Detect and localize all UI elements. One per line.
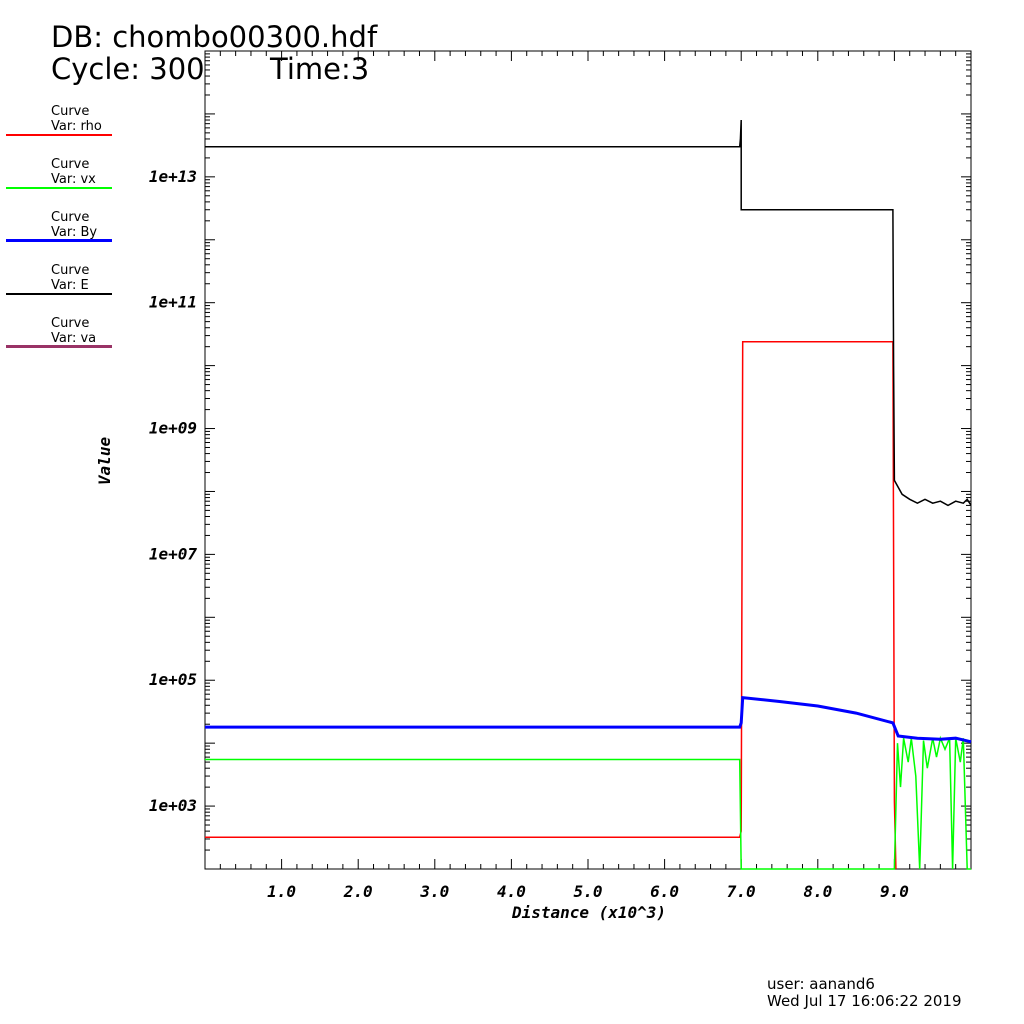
y-tick-label: 1e+07 [149, 544, 198, 563]
y-tick-label: 1e+11 [149, 293, 197, 312]
plot-frame [204, 50, 972, 870]
series-line-by [205, 695, 972, 744]
x-tick-label: 4.0 [497, 882, 526, 901]
time-label: Time:3 [270, 52, 370, 86]
legend-swatch [6, 345, 112, 348]
legend-var-label: Var: E [51, 278, 89, 293]
legend-curve-title: Curve [51, 263, 90, 278]
legend-var-label: Var: va [51, 331, 97, 346]
legend-var-label: Var: vx [51, 172, 96, 187]
y-tick-label: 1e+03 [149, 796, 197, 815]
x-tick-label: 9.0 [880, 882, 909, 901]
x-axis: 1.0 2.0 3.0 4.0 5.0 6.0 7.0 8.0 9.0 [204, 51, 972, 901]
x-tick-label: 8.0 [803, 882, 832, 901]
footer-user: user: aanand6 [767, 975, 875, 993]
legend-swatch [6, 293, 112, 295]
db-title: DB: chombo00300.hdf [51, 20, 378, 54]
x-tick-label: 6.0 [650, 882, 679, 901]
x-tick-label: 2.0 [343, 882, 373, 901]
legend-swatch [6, 239, 112, 242]
x-axis-label: Distance (x10^3) [511, 903, 666, 922]
x-tick-label: 3.0 [419, 882, 449, 901]
legend-curve-title: Curve [51, 157, 90, 172]
footer-date: Wed Jul 17 16:06:22 2019 [767, 992, 962, 1010]
legend-var-label: Var: By [51, 225, 98, 240]
curves [205, 119, 972, 870]
series-line-rho [205, 340, 897, 870]
x-tick-label: 1.0 [267, 882, 296, 901]
x-tick-label: 7.0 [727, 882, 756, 901]
y-tick-label: 1e+09 [149, 419, 197, 438]
y-axis-label: Value [95, 437, 114, 486]
x-tick-label: 5.0 [574, 882, 603, 901]
y-axis: 1e+03 1e+05 1e+07 1e+09 1e+11 1e+13 [149, 53, 971, 870]
y-tick-label: 1e+13 [149, 167, 197, 186]
legend-swatch [6, 187, 112, 189]
legend-var-label: Var: rho [51, 119, 102, 134]
legend-curve-title: Curve [51, 210, 90, 225]
y-tick-label: 1e+05 [149, 670, 197, 689]
series-line-e [205, 119, 972, 507]
legend-curve-title: Curve [51, 104, 90, 119]
cycle-label: Cycle: 300 [51, 52, 205, 86]
series-line-vx [205, 735, 971, 870]
legend-curve-title: Curve [51, 316, 90, 331]
legend-swatch [6, 134, 112, 136]
